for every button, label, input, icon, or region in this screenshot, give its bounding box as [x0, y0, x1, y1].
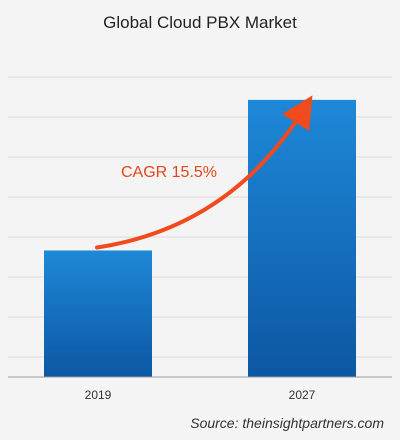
- bar-2019: [44, 250, 152, 377]
- x-tick-labels: 2019 2027: [85, 388, 316, 402]
- bar-2027: [248, 99, 356, 377]
- x-tick-label: 2027: [289, 388, 316, 402]
- source-note: Source: theinsightpartners.com: [190, 415, 384, 431]
- bars: [44, 99, 356, 377]
- chart-title: Global Cloud PBX Market: [103, 13, 297, 32]
- x-tick-label: 2019: [85, 388, 112, 402]
- cagr-annotation: CAGR 15.5%: [121, 164, 217, 181]
- cagr-arrow: [95, 95, 313, 250]
